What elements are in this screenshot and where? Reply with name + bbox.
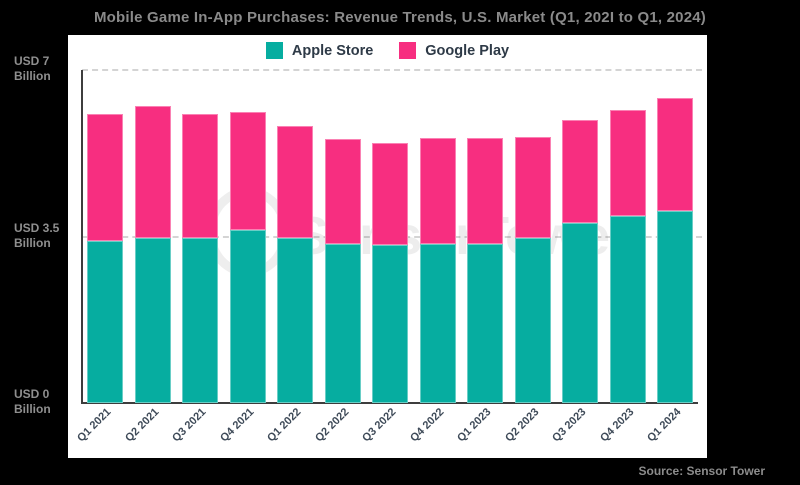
bar-q1-2021 (87, 114, 123, 403)
x-tick-label: Q2 2021 (122, 406, 161, 445)
bar-q2-2022 (324, 139, 361, 403)
legend-label-apple-store: Apple Store (291, 42, 374, 59)
bar-segment-google-play (324, 139, 361, 244)
legend-item-google-play: Google Play (399, 42, 509, 59)
bar-segment-apple-store (372, 245, 408, 403)
bar-segment-google-play (467, 138, 503, 244)
apple-store-swatch-icon (265, 42, 283, 59)
bar-q2-2021 (134, 106, 171, 403)
bar-segment-google-play (562, 120, 598, 223)
bar-segment-google-play (87, 114, 123, 241)
bar-segment-apple-store (87, 241, 123, 403)
x-tick-label: Q3 2023 (550, 406, 589, 445)
y-tick-label: USD 7 Billion (14, 54, 51, 83)
bar-q3-2021 (182, 114, 218, 403)
x-tick-label: Q1 2021 (75, 406, 114, 445)
x-tick-label: Q2 2023 (502, 406, 541, 445)
legend-label-google-play: Google Play (425, 42, 510, 59)
bar-segment-apple-store (229, 230, 266, 403)
bar-segment-google-play (277, 126, 313, 238)
bar-segment-apple-store (657, 211, 693, 403)
plot-area: SensorTower Q1 2021 Q2 2021 Q3 2021 Q4 2021… (68, 35, 707, 458)
bar-segment-google-play (229, 112, 266, 230)
bar-segment-apple-store (134, 238, 171, 403)
legend: Apple Store Google Play (68, 42, 707, 59)
x-tick-label: Q1 2023 (455, 406, 494, 445)
bar-segment-google-play (419, 138, 456, 244)
bar-segment-google-play (372, 143, 408, 245)
bar-q4-2023 (609, 110, 646, 403)
bar-segment-google-play (657, 98, 693, 211)
bar-segment-google-play (514, 137, 551, 238)
bar-q1-2023 (467, 138, 503, 403)
bar-q4-2022 (419, 138, 456, 403)
x-tick-label: Q1 2024 (645, 406, 684, 445)
y-tick-label: USD 0 Billion (14, 387, 51, 416)
bar-segment-apple-store (182, 238, 218, 403)
bar-q1-2024 (657, 98, 693, 403)
bar-segment-apple-store (277, 238, 313, 403)
gridline (82, 69, 702, 71)
bar-segment-google-play (609, 110, 646, 216)
bar-q3-2022 (372, 143, 408, 403)
x-tick-label: Q4 2022 (407, 406, 446, 445)
google-play-swatch-icon (399, 42, 417, 59)
x-tick-label: Q3 2021 (170, 406, 209, 445)
bar-q1-2022 (277, 126, 313, 403)
bar-q4-2021 (229, 112, 266, 403)
x-tick-label: Q3 2022 (360, 406, 399, 445)
x-tick-label: Q1 2022 (265, 406, 304, 445)
source-credit: Source: Sensor Tower (638, 464, 765, 478)
y-tick-label: USD 3.5 Billion (14, 220, 60, 250)
bar-segment-apple-store (514, 238, 551, 403)
legend-item-apple-store: Apple Store (265, 42, 374, 59)
bar-segment-apple-store (419, 244, 456, 403)
x-tick-label: Q2 2022 (312, 406, 351, 445)
bar-segment-google-play (134, 106, 171, 238)
x-tick-label: Q4 2021 (217, 406, 256, 445)
chart-panel: Apple Store Google Play SensorTower Q1 2… (68, 35, 707, 458)
bar-segment-apple-store (467, 244, 503, 403)
bar-q3-2023 (562, 120, 598, 403)
x-axis-line (81, 402, 698, 404)
y-axis-line (81, 70, 83, 403)
bar-segment-apple-store (562, 223, 598, 403)
chart-title: Mobile Game In-App Purchases: Revenue Tr… (93, 9, 707, 26)
bar-segment-apple-store (609, 216, 646, 403)
x-tick-label: Q4 2023 (597, 406, 636, 445)
bar-segment-google-play (182, 114, 218, 238)
bar-q2-2023 (514, 137, 551, 403)
bar-segment-apple-store (324, 244, 361, 403)
